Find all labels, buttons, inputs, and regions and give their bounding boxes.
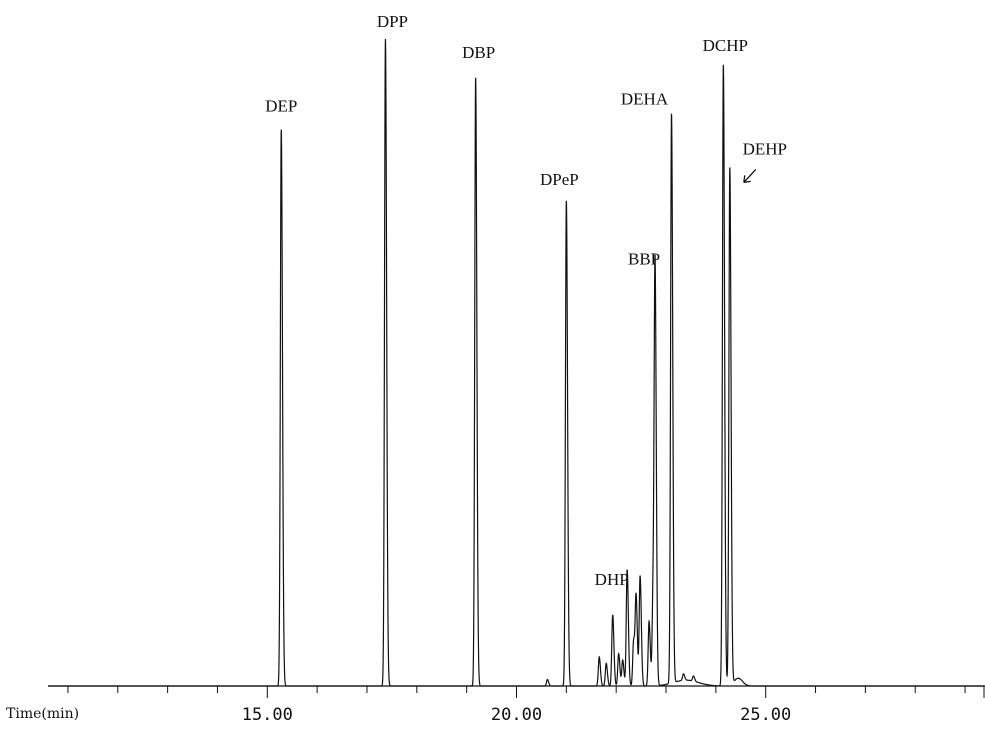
x-tick-label: 15.00 <box>242 705 293 725</box>
peak-label-dhp: DHP <box>595 570 629 589</box>
peak-label-bbp: BBP <box>628 249 660 268</box>
x-axis-ticks <box>67 686 985 698</box>
peak-label-deha: DEHA <box>621 90 669 109</box>
x-tick-label: 20.00 <box>491 705 542 725</box>
peak-label-dpp: DPP <box>377 12 408 31</box>
peak-label-dpep: DPeP <box>540 170 579 189</box>
chromatogram-trace <box>48 38 985 687</box>
peak-label-dchp: DCHP <box>703 36 748 55</box>
annotation-arrows <box>743 168 757 184</box>
peak-label-dep: DEP <box>265 97 297 116</box>
arrow-dehp <box>743 168 757 184</box>
x-tick-label: 25.00 <box>740 705 791 725</box>
x-axis-tick-labels: 15.00 20.00 25.00 <box>242 705 792 725</box>
peak-label-dbp: DBP <box>462 43 495 62</box>
peak-labels: DEP DPP DBP DPeP DHP BBP DEHA DCHP DEHP <box>265 12 787 589</box>
x-axis-title: Time(min) <box>6 706 79 722</box>
peak-label-dehp: DEHP <box>743 139 787 158</box>
